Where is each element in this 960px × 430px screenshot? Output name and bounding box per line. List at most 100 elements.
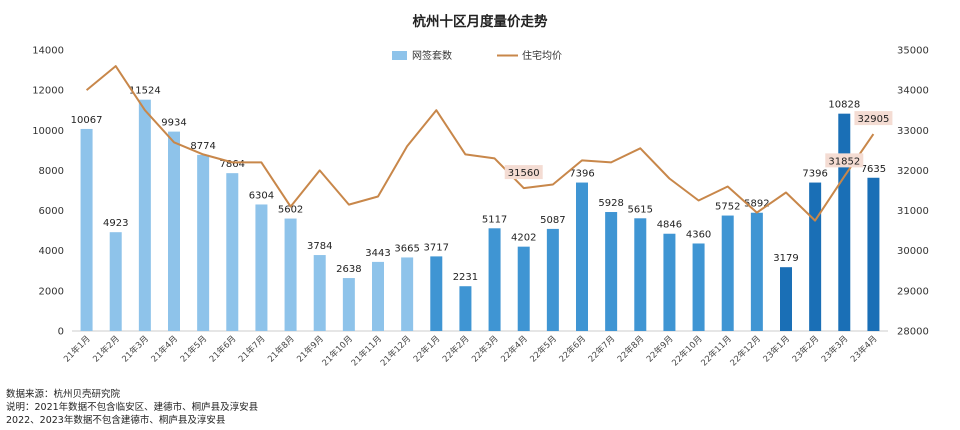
- price-data-labels: 31560 31852 32905: [504, 111, 893, 180]
- x-tick-label: 22年10月: [670, 333, 705, 368]
- bar-data-label: 11524: [129, 86, 161, 97]
- bar-data-label: 3784: [307, 241, 332, 252]
- bar-data-label: 5117: [482, 214, 507, 225]
- bar: [401, 257, 414, 331]
- y-left-tick-label: 10000: [32, 126, 64, 137]
- bar-data-labels: 10067 4923 11524 9934 8774 7864 6304 5602 3784 26…: [71, 86, 886, 284]
- y-left-tick-label: 4000: [39, 246, 64, 257]
- legend-label-bar: 网签套数: [412, 49, 452, 62]
- bar: [197, 154, 210, 331]
- x-tick-label: 22年3月: [469, 333, 500, 364]
- bar-data-label: 4846: [657, 220, 682, 231]
- x-tick-label: 23年1月: [761, 333, 792, 364]
- bar-series: [80, 99, 880, 332]
- bar-data-label: 5928: [598, 198, 623, 209]
- price-line-series: [85, 65, 875, 222]
- x-tick-label: 21年6月: [207, 333, 238, 364]
- bar-data-label: 3443: [365, 248, 390, 259]
- bar: [838, 113, 851, 332]
- source-notes: 数据来源：杭州贝壳研究院 说明：2021年数据不包含临安区、建德市、桐庐县及淳安…: [6, 388, 258, 427]
- y-right-tick-label: 33000: [897, 126, 929, 137]
- x-tick-label: 21年5月: [178, 333, 209, 364]
- bar: [605, 212, 618, 331]
- x-tick-label: 22年5月: [528, 333, 559, 364]
- x-axis-ticks: 21年1月21年2月21年3月21年4月21年5月21年6月21年7月21年8月…: [61, 333, 879, 368]
- x-tick-label: 22年12月: [728, 333, 763, 368]
- bar-data-label: 7635: [861, 164, 886, 175]
- x-tick-label: 21年12月: [378, 333, 413, 368]
- x-tick-label: 21年2月: [91, 333, 122, 364]
- x-tick-label: 21年8月: [265, 333, 296, 364]
- legend-swatch-bar: [392, 51, 407, 60]
- price-data-label: 31852: [828, 156, 860, 167]
- bar-data-label: 4923: [103, 218, 128, 229]
- bar: [168, 131, 180, 331]
- bar: [372, 261, 384, 331]
- price-label-bg: [854, 111, 893, 126]
- x-tick-label: 22年6月: [557, 333, 588, 364]
- bar-data-label: 5892: [744, 199, 769, 210]
- price-data-label: 31560: [508, 168, 540, 179]
- bar: [780, 267, 792, 331]
- x-tick-label: 21年3月: [120, 333, 151, 364]
- bar: [546, 228, 559, 331]
- y-right-tick-label: 32000: [897, 166, 929, 177]
- x-tick-label: 21年7月: [236, 333, 267, 364]
- bar: [576, 182, 588, 331]
- x-tick-label: 22年11月: [699, 333, 734, 368]
- x-tick-label: 22年1月: [411, 333, 442, 364]
- x-tick-label: 22年4月: [499, 333, 530, 364]
- x-tick-label: 21年11月: [349, 333, 384, 368]
- x-tick-label: 22年7月: [586, 333, 617, 364]
- x-tick-label: 23年2月: [790, 333, 821, 364]
- bar: [634, 218, 647, 331]
- y-left-tick-label: 6000: [39, 206, 64, 217]
- bar-data-label: 6304: [249, 190, 274, 201]
- bar: [750, 212, 763, 331]
- bar: [721, 215, 734, 331]
- bar-data-label: 4360: [686, 229, 711, 240]
- bar: [488, 228, 501, 331]
- bar-data-label: 3717: [424, 242, 449, 253]
- y-right-tick-label: 29000: [897, 286, 929, 297]
- bar-data-label: 3179: [773, 253, 798, 264]
- x-tick-label: 23年4月: [848, 333, 879, 364]
- y-left-tick-label: 8000: [39, 166, 64, 177]
- price-label-bg: [825, 153, 864, 168]
- y-left-tick-label: 0: [58, 327, 64, 338]
- x-tick-label: 23年3月: [819, 333, 850, 364]
- y-right-tick-label: 30000: [897, 246, 929, 257]
- y-left-tick-label: 12000: [32, 86, 64, 97]
- bar-data-label: 8774: [190, 141, 215, 152]
- bar: [138, 99, 151, 331]
- bar-data-label: 3665: [394, 243, 419, 254]
- bar: [255, 204, 268, 331]
- bar-data-label: 2231: [453, 272, 478, 283]
- y-left-tick-label: 2000: [39, 286, 64, 297]
- legend: 网签套数 住宅均价: [392, 49, 562, 62]
- note-explain-2021: 说明：2021年数据不包含临安区、建德市、桐庐县及淳安县: [6, 402, 259, 413]
- bar: [430, 256, 443, 331]
- bar: [342, 278, 355, 331]
- bar-data-label: 9934: [161, 118, 186, 129]
- x-tick-label: 22年8月: [615, 333, 646, 364]
- x-tick-label: 21年10月: [320, 333, 355, 368]
- bar: [284, 218, 297, 331]
- bar: [313, 255, 326, 331]
- y-left-tick-label: 14000: [32, 46, 64, 57]
- bar: [109, 232, 122, 331]
- legend-label-line: 住宅均价: [522, 49, 562, 62]
- bar-data-label: 7396: [802, 169, 827, 180]
- bar: [663, 233, 676, 331]
- bar: [459, 286, 472, 331]
- bar: [80, 128, 93, 331]
- note-explain-2022-2023: 2022、2023年数据不包含建德市、桐庐县及淳安县: [6, 415, 226, 426]
- bar: [867, 177, 880, 331]
- note-source: 数据来源：杭州贝壳研究院: [6, 389, 121, 400]
- price-label-bg: [504, 165, 543, 180]
- bar-data-label: 5752: [715, 202, 740, 213]
- bar: [517, 246, 530, 331]
- bar-data-label: 7396: [569, 169, 594, 180]
- bar-data-label: 5602: [278, 205, 303, 216]
